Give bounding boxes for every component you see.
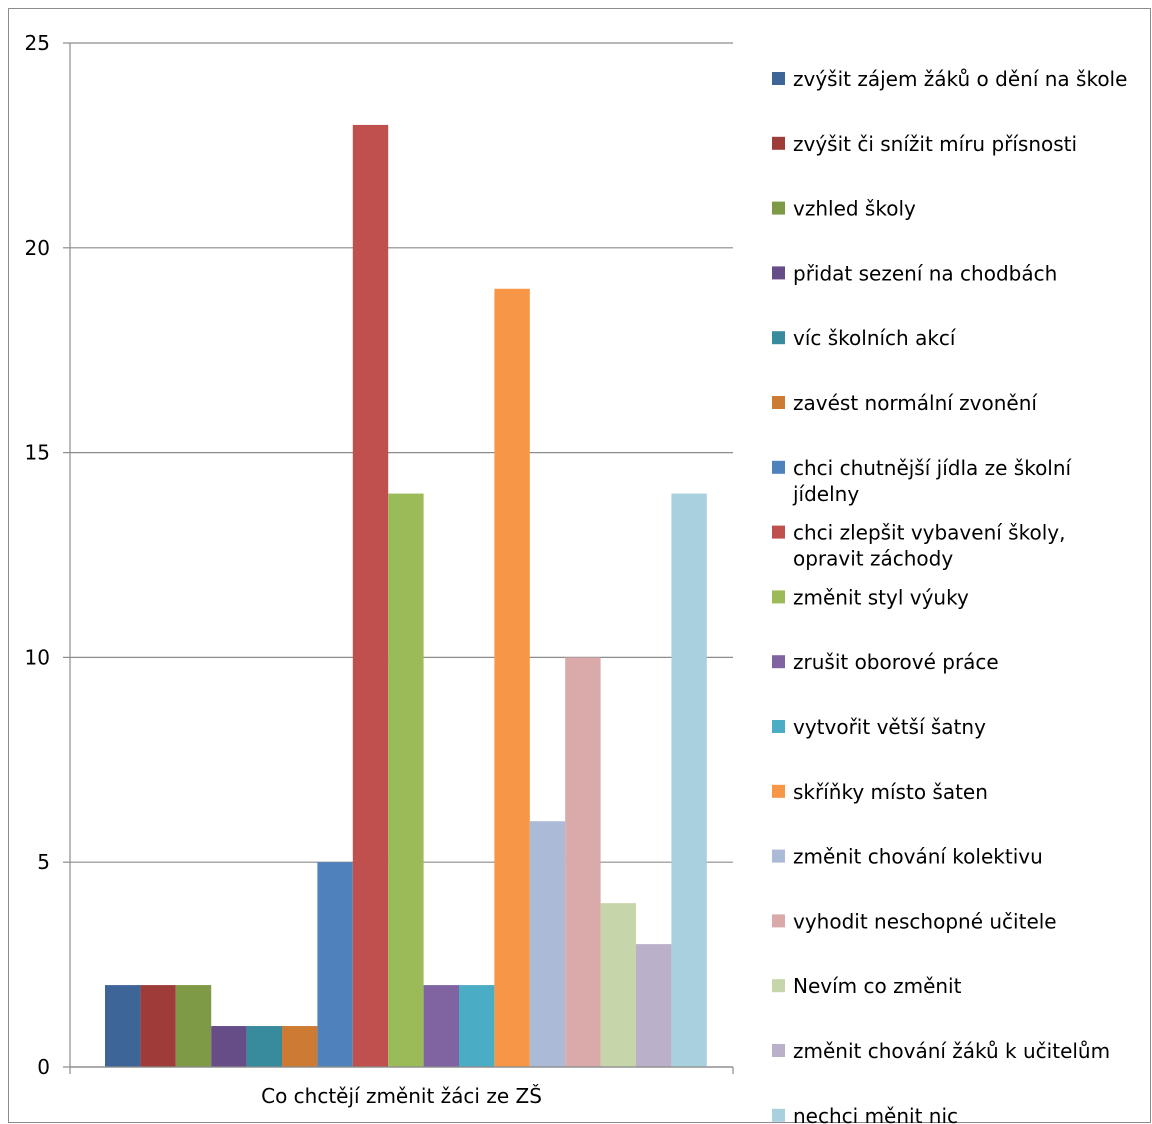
legend-swatch (772, 396, 785, 409)
bar (211, 1026, 247, 1067)
legend-item: změnit chování žáků k učitelům (772, 1039, 1110, 1063)
legend-swatch (772, 201, 785, 215)
bar (175, 985, 212, 1067)
legend-label: zavést normální zvonění (793, 391, 1038, 415)
bar (282, 1026, 318, 1067)
bar (317, 862, 353, 1067)
legend-swatch (772, 331, 785, 345)
legend-item: vyhodit neschopné učitele (772, 909, 1057, 933)
legend-label: vyhodit neschopné učitele (793, 909, 1057, 933)
legend-swatch (772, 914, 785, 928)
bar (105, 985, 141, 1067)
bar (565, 657, 601, 1067)
legend-swatch (772, 1108, 785, 1122)
legend-label: Nevím co změnit (793, 974, 962, 998)
legend-label: vytvořit větší šatny (793, 715, 986, 739)
legend-swatch (772, 784, 785, 798)
y-tick-label: 15 (25, 441, 50, 465)
legend-label: zvýšit zájem žáků o dění na škole (793, 67, 1127, 91)
legend-item: zvýšit či snížit míru přísnosti (772, 132, 1077, 156)
legend-item: vzhled školy (772, 197, 916, 221)
legend-label: změnit chování žáků k učitelům (793, 1039, 1110, 1063)
legend-item: zavést normální zvonění (772, 391, 1038, 415)
y-axis: 0 5 10 15 20 25 (25, 31, 71, 1079)
legend-item: přidat sezení na chodbách (772, 261, 1057, 285)
legend-label: změnit chování kolektivu (793, 845, 1043, 869)
legend-item: víc školních akcí (772, 326, 957, 350)
bar (352, 124, 389, 1068)
legend-label: změnit styl výuky (793, 585, 969, 609)
y-tick-label: 10 (25, 645, 50, 669)
bar (423, 985, 459, 1067)
legend-swatch (772, 136, 785, 150)
legend-item: vytvořit větší šatny (772, 715, 986, 739)
legend-label: vzhled školy (793, 197, 916, 221)
y-tick-label: 5 (37, 850, 50, 874)
bar (459, 985, 495, 1067)
x-axis: Co chctějí změnit žáci ze ZŠ (69, 1066, 734, 1108)
legend-swatch (772, 525, 785, 539)
legend-item: nechci měnit nic (772, 1104, 958, 1124)
legend-label: nechci měnit nic (793, 1104, 958, 1124)
y-tick-label: 0 (37, 1055, 50, 1079)
legend-item: změnit chování kolektivu (772, 845, 1043, 869)
legend-item: Nevím co změnit (772, 974, 962, 998)
x-category-label: Co chctějí změnit žáci ze ZŠ (261, 1084, 542, 1108)
y-tick-label: 25 (25, 31, 50, 55)
legend-label: přidat sezení na chodbách (793, 261, 1057, 285)
legend-item: skříňky místo šaten (772, 780, 988, 804)
legend-swatch (772, 1044, 785, 1057)
bar (671, 493, 707, 1067)
bar (494, 288, 530, 1067)
legend-label: chci zlepšit vybavení školy, opravit zách… (793, 521, 1065, 571)
bar (529, 821, 566, 1067)
legend-swatch (772, 72, 785, 85)
legend-item: změnit styl výuky (772, 585, 969, 609)
legend-label: chci chutnější jídla ze školní jídelny (792, 456, 1073, 506)
legend-label: skříňky místo šaten (793, 780, 988, 804)
chart-frame (8, 8, 1151, 1123)
legend-item: zrušit oborové práce (772, 650, 999, 674)
legend-item: chci chutnější jídla ze školní jídelny (772, 456, 1073, 506)
legend-swatch (772, 590, 785, 604)
bar (636, 944, 672, 1067)
bar (600, 903, 636, 1067)
bars (105, 124, 707, 1068)
legend-label: víc školních akcí (793, 326, 957, 350)
bar (388, 493, 424, 1067)
legend-swatch (772, 460, 785, 474)
legend-swatch (772, 849, 785, 863)
legend-label: zvýšit či snížit míru přísnosti (793, 132, 1077, 156)
legend-item: zvýšit zájem žáků o dění na škole (772, 67, 1127, 91)
legend-label: zrušit oborové práce (793, 650, 999, 674)
bar (140, 985, 176, 1067)
y-tick-label: 20 (25, 236, 50, 260)
legend-item: chci zlepšit vybavení školy, opravit zách… (772, 521, 1065, 571)
legend: zvýšit zájem žáků o dění na škole zvýšit … (772, 67, 1127, 1124)
legend-swatch (772, 655, 785, 669)
legend-swatch (772, 720, 785, 733)
bar (246, 1026, 282, 1067)
legend-swatch (772, 979, 785, 993)
legend-swatch (772, 266, 785, 280)
